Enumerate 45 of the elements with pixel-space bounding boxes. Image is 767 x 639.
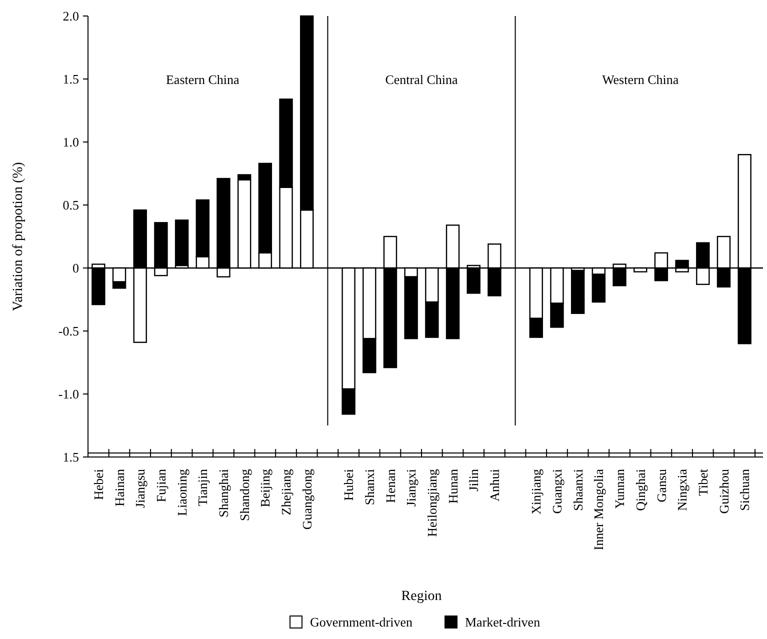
y-tick-label: 0 bbox=[72, 260, 79, 276]
x-tick-label: Henan bbox=[382, 468, 398, 503]
x-tick-label: Hubei bbox=[341, 468, 356, 501]
x-tick-label: Jiangsu bbox=[132, 468, 148, 508]
x-tick-label: Liaoning bbox=[174, 468, 190, 516]
legend-label: Market-driven bbox=[465, 614, 541, 630]
y-tick-label: -1.0 bbox=[58, 386, 79, 402]
annotation: Eastern China bbox=[166, 72, 240, 87]
annotation: Western China bbox=[602, 72, 679, 87]
x-tick-label: Sichuan bbox=[737, 468, 752, 511]
x-tick-label: Guangxi bbox=[550, 468, 565, 514]
legend-label: Government-driven bbox=[310, 614, 414, 630]
x-tick-label: Yunnan bbox=[612, 468, 628, 509]
x-tick-label: Tibet bbox=[695, 468, 710, 496]
y-tick-label: 1.5 bbox=[62, 72, 79, 87]
x-tick-label: Guizhou bbox=[716, 468, 732, 514]
x-tick-label: Gansu bbox=[654, 468, 669, 502]
x-tick-label: Shandong bbox=[236, 468, 252, 521]
x-tick-label: Guangdong bbox=[299, 468, 314, 530]
x-tick-label: Inner Mongolia bbox=[591, 468, 606, 550]
x-tick-label: Tianjin bbox=[195, 468, 210, 506]
y-tick-label: 0.5 bbox=[62, 198, 79, 213]
y-tick-label: -0.5 bbox=[58, 324, 79, 339]
x-tick-label: Shanxi bbox=[362, 468, 377, 506]
x-tick-label: Hainan bbox=[112, 468, 127, 507]
x-tick-label: Anhui bbox=[487, 468, 502, 502]
x-tick-label: Jilin bbox=[466, 468, 482, 492]
x-tick-label: Hunan bbox=[445, 468, 460, 504]
x-tick-label: Fujian bbox=[154, 468, 169, 502]
x-axis-title: Region bbox=[401, 589, 442, 604]
x-tick-label: Hebei bbox=[90, 468, 106, 500]
y-tick-label: 1.0 bbox=[62, 134, 79, 150]
x-tick-label: Beijing bbox=[258, 468, 273, 508]
x-tick-label: Zhejiang bbox=[278, 468, 294, 516]
x-tick-label: Heilongjiang bbox=[424, 468, 440, 537]
x-tick-label: Qinghai bbox=[632, 468, 648, 511]
x-tick-label: Shaanxi bbox=[570, 468, 586, 511]
y-tick-label: 1.5 bbox=[62, 450, 79, 465]
x-tick-label: Xinjiang bbox=[528, 468, 544, 514]
x-tick-label: Ningxia bbox=[674, 468, 690, 511]
x-tick-label: Shanghai bbox=[216, 468, 232, 518]
y-axis-title: Variation of propotion (%) bbox=[11, 162, 26, 311]
y-tick-label: 2.0 bbox=[62, 8, 79, 24]
annotation: Central China bbox=[385, 72, 458, 87]
x-tick-label: Jiangxi bbox=[404, 468, 419, 507]
